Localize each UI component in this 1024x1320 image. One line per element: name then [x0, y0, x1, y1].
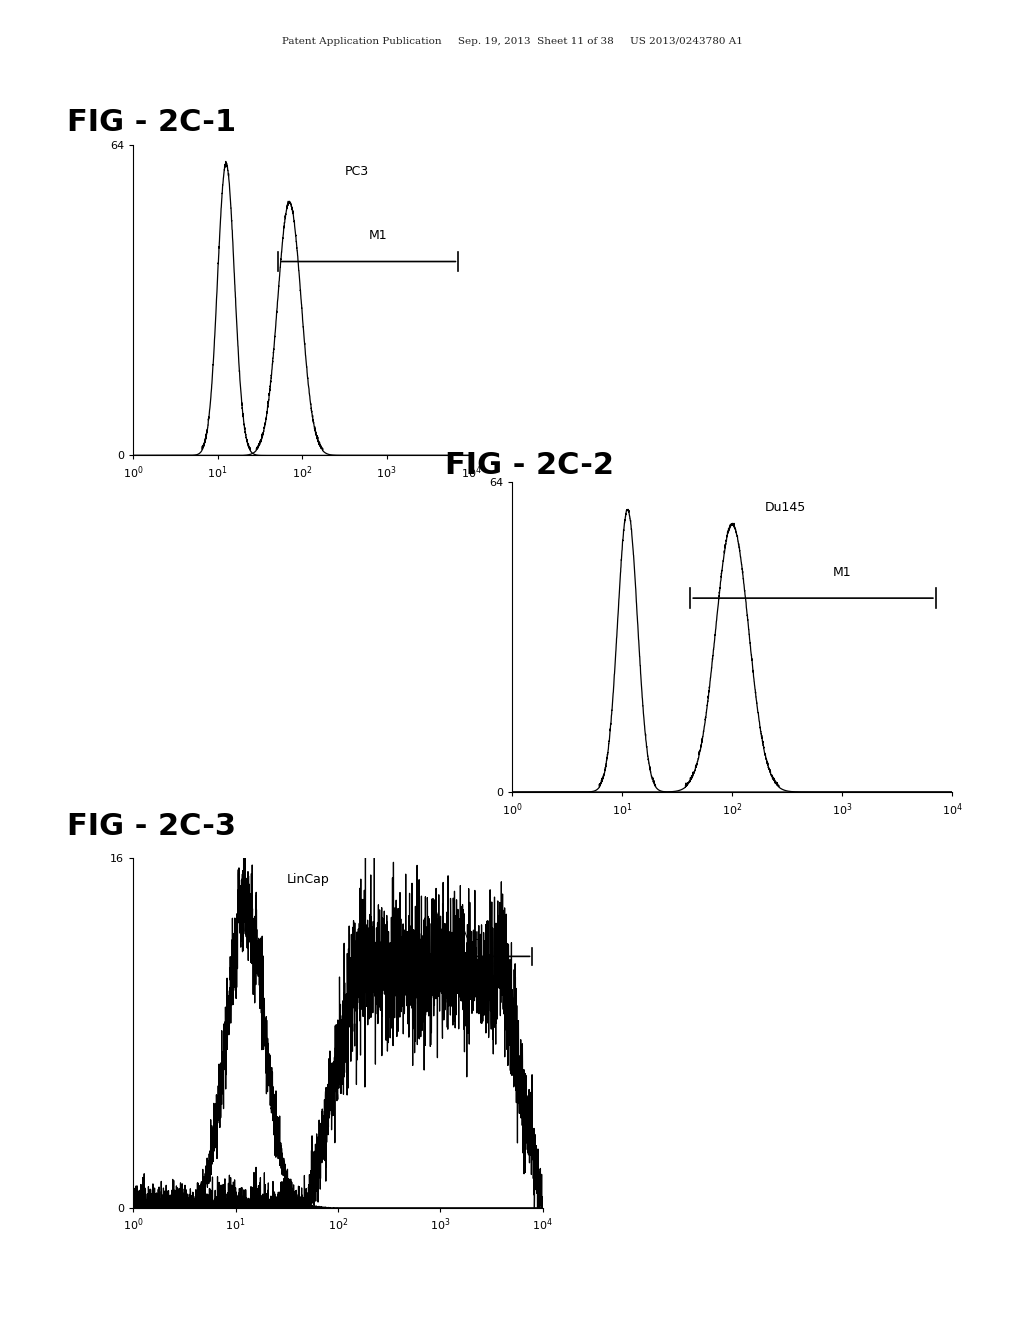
- Text: M1: M1: [462, 931, 480, 944]
- Text: FIG - 2C-1: FIG - 2C-1: [67, 108, 236, 137]
- Text: LinCap: LinCap: [287, 874, 330, 886]
- Text: PC3: PC3: [344, 165, 369, 178]
- Text: M1: M1: [369, 230, 387, 242]
- Text: Du145: Du145: [765, 502, 807, 515]
- Text: FIG - 2C-3: FIG - 2C-3: [67, 812, 236, 841]
- Text: FIG - 2C-2: FIG - 2C-2: [445, 451, 614, 480]
- Text: Patent Application Publication     Sep. 19, 2013  Sheet 11 of 38     US 2013/024: Patent Application Publication Sep. 19, …: [282, 37, 742, 46]
- Text: M1: M1: [833, 566, 852, 578]
